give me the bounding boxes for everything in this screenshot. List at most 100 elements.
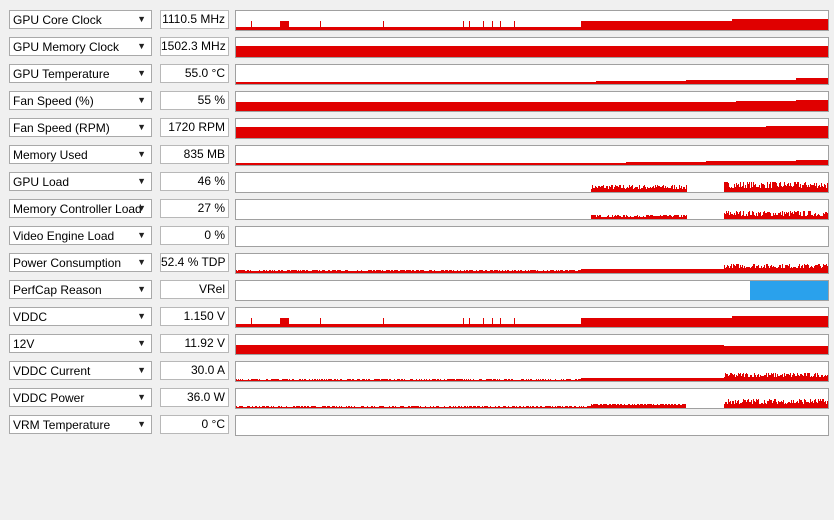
sensor-value-perfcap-reason: VRel <box>160 280 229 299</box>
sensor-value-gpu-memory-clock: 1502.3 MHz <box>160 37 229 56</box>
sensor-row-gpu-core-clock: GPU Core Clock ▼ 1110.5 MHz <box>0 10 834 31</box>
sensor-select-memory-used[interactable]: Memory Used ▼ <box>9 145 152 164</box>
graph-area <box>236 399 828 408</box>
graph-area <box>236 182 828 192</box>
graph-area <box>236 316 828 327</box>
sensor-value-memory-used: 835 MB <box>160 145 229 164</box>
sensor-label: VDDC <box>13 310 48 324</box>
dropdown-arrow-icon[interactable]: ▼ <box>137 41 146 51</box>
dropdown-arrow-icon[interactable]: ▼ <box>137 419 146 429</box>
sensor-row-power-consumption: Power Consumption ▼ 52.4 % TDP <box>0 253 834 274</box>
sensor-row-memory-controller-load: Memory Controller Load ▼ 27 % <box>0 199 834 220</box>
sensor-row-fan-speed-percent: Fan Speed (%) ▼ 55 % <box>0 91 834 112</box>
dropdown-arrow-icon[interactable]: ▼ <box>137 68 146 78</box>
sensor-row-vddc-current: VDDC Current ▼ 30.0 A <box>0 361 834 382</box>
sensor-value-vddc: 1.150 V <box>160 307 229 326</box>
sensor-value-gpu-temperature: 55.0 °C <box>160 64 229 83</box>
sensor-value-vddc-power: 36.0 W <box>160 388 229 407</box>
sensor-value-video-engine-load: 0 % <box>160 226 229 245</box>
sensor-select-video-engine-load[interactable]: Video Engine Load ▼ <box>9 226 152 245</box>
sensor-value-gpu-load: 46 % <box>160 172 229 191</box>
graph-area <box>236 19 828 30</box>
dropdown-arrow-icon[interactable]: ▼ <box>137 257 146 267</box>
sensor-select-power-consumption[interactable]: Power Consumption ▼ <box>9 253 152 272</box>
sensor-select-fan-speed-percent[interactable]: Fan Speed (%) ▼ <box>9 91 152 110</box>
sensor-label: GPU Memory Clock <box>13 40 120 54</box>
sensor-select-vrm-temperature[interactable]: VRM Temperature ▼ <box>9 415 152 434</box>
dropdown-arrow-icon[interactable]: ▼ <box>137 176 146 186</box>
sensor-select-12v[interactable]: 12V ▼ <box>9 334 152 353</box>
sensor-row-perfcap-reason: PerfCap Reason ▼ VRel <box>0 280 834 301</box>
sensor-label: Memory Used <box>13 148 88 162</box>
graph-area <box>236 100 828 111</box>
sensor-row-gpu-memory-clock: GPU Memory Clock ▼ 1502.3 MHz <box>0 37 834 58</box>
sensor-value-fan-speed-rpm: 1720 RPM <box>160 118 229 137</box>
sensor-select-vddc[interactable]: VDDC ▼ <box>9 307 152 326</box>
sensor-select-vddc-power[interactable]: VDDC Power ▼ <box>9 388 152 407</box>
sensor-graph-gpu-memory-clock <box>235 37 829 58</box>
dropdown-arrow-icon[interactable]: ▼ <box>137 95 146 105</box>
sensor-label: Fan Speed (%) <box>13 94 94 108</box>
sensor-value-memory-controller-load: 27 % <box>160 199 229 218</box>
sensor-graph-fan-speed-rpm <box>235 118 829 139</box>
graph-area <box>236 373 828 381</box>
sensor-graph-vrm-temperature <box>235 415 829 436</box>
dropdown-arrow-icon[interactable]: ▼ <box>137 392 146 402</box>
sensor-graph-video-engine-load <box>235 226 829 247</box>
sensor-label: 12V <box>13 337 35 351</box>
dropdown-arrow-icon[interactable]: ▼ <box>137 14 146 24</box>
sensor-row-12v: 12V ▼ 11.92 V <box>0 334 834 355</box>
sensor-label: GPU Temperature <box>13 67 110 81</box>
sensor-select-gpu-load[interactable]: GPU Load ▼ <box>9 172 152 191</box>
sensor-label: Power Consumption <box>13 256 122 270</box>
sensor-graph-gpu-core-clock <box>235 10 829 31</box>
dropdown-arrow-icon[interactable]: ▼ <box>137 203 146 213</box>
sensor-graph-memory-used <box>235 145 829 166</box>
sensor-value-fan-speed-percent: 55 % <box>160 91 229 110</box>
sensor-graph-vddc-current <box>235 361 829 382</box>
sensor-select-gpu-core-clock[interactable]: GPU Core Clock ▼ <box>9 10 152 29</box>
sensor-graph-gpu-load <box>235 172 829 193</box>
sensor-select-fan-speed-rpm[interactable]: Fan Speed (RPM) ▼ <box>9 118 152 137</box>
sensor-row-vddc: VDDC ▼ 1.150 V <box>0 307 834 328</box>
sensor-label: VDDC Current <box>13 364 91 378</box>
graph-area <box>236 211 828 219</box>
graph-area <box>236 126 828 138</box>
sensor-row-vrm-temperature: VRM Temperature ▼ 0 °C <box>0 415 834 436</box>
sensor-label: GPU Core Clock <box>13 13 102 27</box>
sensor-value-power-consumption: 52.4 % TDP <box>160 253 229 272</box>
sensor-select-gpu-temperature[interactable]: GPU Temperature ▼ <box>9 64 152 83</box>
sensor-select-memory-controller-load[interactable]: Memory Controller Load ▼ <box>9 199 152 218</box>
graph-area <box>236 345 828 354</box>
graph-area <box>236 46 828 57</box>
sensor-label: GPU Load <box>13 175 70 189</box>
dropdown-arrow-icon[interactable]: ▼ <box>137 230 146 240</box>
dropdown-arrow-icon[interactable]: ▼ <box>137 149 146 159</box>
sensor-graph-gpu-temperature <box>235 64 829 85</box>
sensor-select-vddc-current[interactable]: VDDC Current ▼ <box>9 361 152 380</box>
sensor-select-perfcap-reason[interactable]: PerfCap Reason ▼ <box>9 280 152 299</box>
dropdown-arrow-icon[interactable]: ▼ <box>137 122 146 132</box>
sensor-select-gpu-memory-clock[interactable]: GPU Memory Clock ▼ <box>9 37 152 56</box>
sensor-label: VRM Temperature <box>13 418 111 432</box>
sensor-row-fan-speed-rpm: Fan Speed (RPM) ▼ 1720 RPM <box>0 118 834 139</box>
dropdown-arrow-icon[interactable]: ▼ <box>137 311 146 321</box>
sensor-graph-12v <box>235 334 829 355</box>
graph-area <box>236 264 828 273</box>
sensor-graph-fan-speed-percent <box>235 91 829 112</box>
sensor-graph-memory-controller-load <box>235 199 829 220</box>
sensor-label: Memory Controller Load <box>13 202 142 216</box>
sensor-graph-perfcap-reason <box>235 280 829 301</box>
sensor-label: VDDC Power <box>13 391 85 405</box>
sensor-label: Video Engine Load <box>13 229 115 243</box>
sensor-graph-vddc <box>235 307 829 328</box>
dropdown-arrow-icon[interactable]: ▼ <box>137 284 146 294</box>
dropdown-arrow-icon[interactable]: ▼ <box>137 338 146 348</box>
sensor-graph-power-consumption <box>235 253 829 274</box>
sensor-label: Fan Speed (RPM) <box>13 121 110 135</box>
sensor-value-vddc-current: 30.0 A <box>160 361 229 380</box>
sensor-value-vrm-temperature: 0 °C <box>160 415 229 434</box>
dropdown-arrow-icon[interactable]: ▼ <box>137 365 146 375</box>
sensor-row-gpu-load: GPU Load ▼ 46 % <box>0 172 834 193</box>
